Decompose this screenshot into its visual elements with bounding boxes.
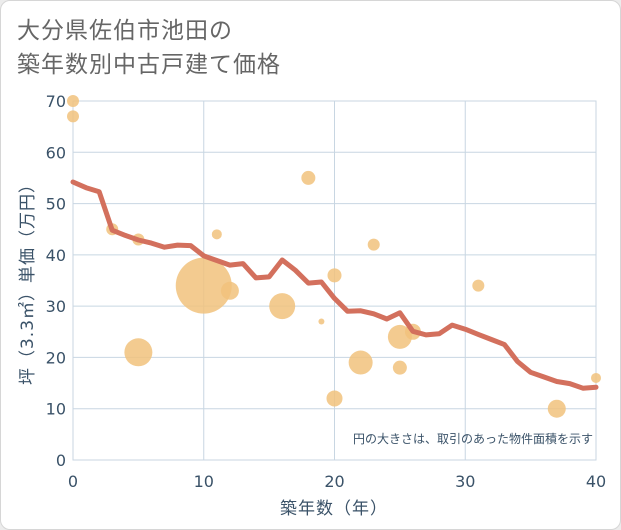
chart-title-line-1: 大分県佐伯市池田の [17,18,233,44]
x-tick-label: 0 [68,472,78,491]
y-tick-label: 40 [46,246,66,265]
scatter-point [301,170,316,185]
x-tick-label: 30 [455,472,475,491]
x-axis-label: 築年数（年） [280,499,388,519]
scatter-point [318,318,325,325]
grid-lines [72,100,597,461]
scatter-point [67,110,79,123]
scatter-point [326,390,343,407]
scatter-point [392,360,407,375]
scatter-point [67,95,79,107]
y-axis-label: 坪（3.3㎡）単価（万円） [18,175,38,385]
scatter-point [547,399,566,418]
scatter-point [367,238,380,251]
scatter-point [348,350,373,375]
y-tick-label: 70 [46,92,66,111]
scatter-point [269,293,296,320]
chart-title: 大分県佐伯市池田の 築年数別中古戸建て価格 [17,14,607,82]
scatter-point [211,229,222,240]
scatter-point [327,268,342,283]
trend-line [70,179,599,391]
x-tick-label: 40 [586,472,606,491]
y-tick-label: 50 [46,195,66,214]
y-tick-label: 20 [46,348,66,367]
scatter-point [220,281,239,300]
y-tick-label: 0 [56,451,66,470]
bubble-series [67,95,601,418]
scatter-point [124,338,153,367]
bubble-size-note: 円の大きさは、取引のあった物件面積を示す [353,431,593,446]
scatter-point [591,372,601,383]
y-tick-label: 10 [46,400,66,419]
scatter-point [175,257,232,314]
x-tick-label: 20 [324,472,344,491]
x-tick-label: 10 [194,472,214,491]
scatter-point [472,279,485,292]
y-tick-label: 60 [46,143,66,162]
chart-title-line-2: 築年数別中古戸建て価格 [17,52,281,78]
y-tick-label: 30 [46,297,66,316]
trend-series [70,179,599,391]
tick-labels: 0 10 20 30 40 50 60 70 0 10 20 30 40 [46,92,607,491]
